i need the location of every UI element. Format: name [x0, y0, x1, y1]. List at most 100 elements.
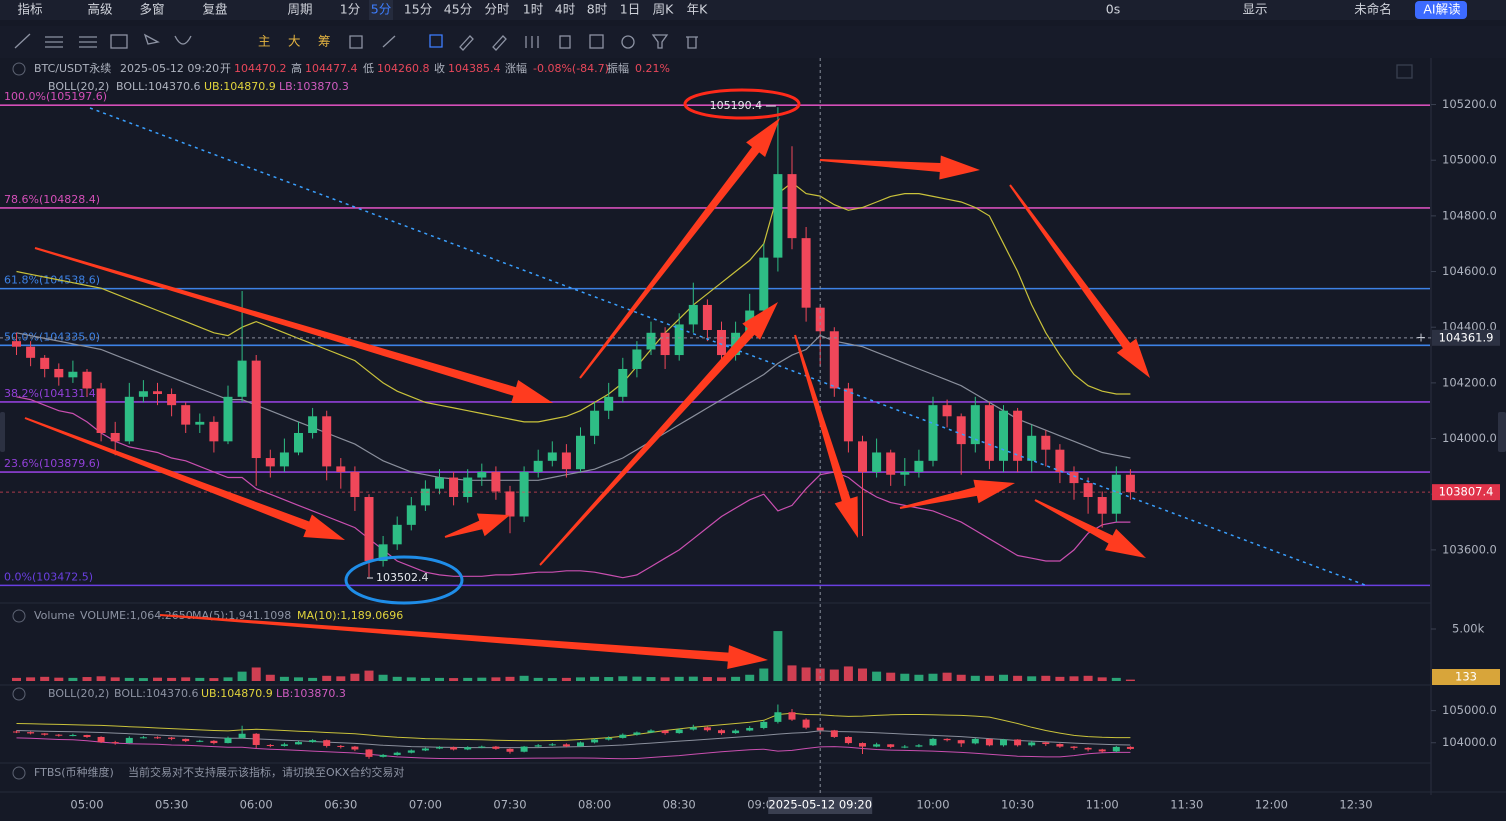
toolbar-item[interactable]: 分时: [484, 2, 510, 17]
boll-line: [16, 181, 1131, 423]
toolbar-item[interactable]: 显示: [1242, 2, 1267, 17]
tool-icons: [14, 33, 1413, 79]
volume-bar: [759, 668, 769, 681]
mini-candle-body: [238, 733, 246, 738]
toolbar-item[interactable]: 15分: [404, 2, 432, 17]
crosshair-price-tag: [1432, 329, 1500, 346]
candle-body: [759, 257, 769, 311]
candle-body: [1013, 410, 1023, 461]
y-tick-label: 104200.0: [1442, 375, 1497, 389]
mini-candle-body: [859, 743, 866, 747]
volume-tick-label: 5.00k: [1452, 622, 1485, 636]
drawing-toolbar: [0, 26, 1506, 58]
annotation-arrow: [159, 614, 768, 669]
volume-bar: [519, 675, 529, 681]
x-tick-label: 11:30: [1170, 798, 1203, 812]
y-tick-label: 104800.0: [1442, 208, 1497, 222]
volume-bar: [1041, 675, 1051, 681]
candle-body: [68, 371, 78, 378]
mini-candle-body: [591, 739, 599, 743]
toolbar-item[interactable]: 周期: [287, 2, 312, 17]
toolbar-item[interactable]: 5分: [371, 2, 391, 17]
volume-bar: [829, 669, 839, 681]
candle-body: [533, 460, 543, 472]
toolbar-item[interactable]: 1时: [523, 2, 544, 17]
ftbs-message: 当前交易对不支持展示该指标，请切换至OKX合约交易对: [128, 765, 404, 779]
last-price-tag: [1432, 484, 1500, 501]
toolbar-item[interactable]: 高级: [87, 2, 113, 17]
volume-bar: [999, 674, 1008, 681]
candle-body: [96, 388, 106, 433]
volume-bar: [110, 677, 120, 681]
mini-candle-body: [760, 721, 768, 728]
toolbar-item[interactable]: 1日: [620, 2, 640, 17]
candle-body: [209, 421, 219, 442]
tool-label[interactable]: 主: [258, 34, 271, 49]
toolbar-item[interactable]: 0s: [1106, 2, 1120, 17]
volume-bar: [773, 631, 783, 681]
mini-candle-body: [548, 744, 556, 746]
tool-label[interactable]: 大: [288, 34, 301, 49]
toolbar-item[interactable]: 1分: [340, 2, 360, 17]
annotation-arrow: [819, 155, 980, 180]
toolbar-item[interactable]: 4时: [555, 2, 576, 17]
annotation-arrow: [539, 302, 778, 566]
toolbar-item[interactable]: 指标: [17, 2, 42, 17]
plot-area: 100.0%(105197.6)78.6%(104828.4)61.8%(104…: [0, 90, 1430, 760]
toolbar-item[interactable]: 复盘: [202, 2, 227, 17]
mini-candle-body: [732, 730, 740, 734]
toolbar-item[interactable]: AI解读: [1423, 2, 1460, 17]
volume-tag: [1432, 669, 1500, 685]
annotation-arrow: [444, 513, 510, 538]
toolbar-item[interactable]: 多窗: [139, 2, 164, 17]
mini-candle-body: [534, 745, 542, 747]
volume-bar: [153, 677, 162, 681]
x-tick-label: 12:00: [1255, 798, 1288, 812]
volume-bar: [336, 676, 346, 681]
candle-body: [590, 410, 600, 436]
candle-body: [265, 458, 275, 467]
toolbar-item[interactable]: 8时: [587, 2, 608, 17]
candle-body: [1027, 435, 1037, 461]
volume-bar: [984, 675, 994, 681]
mini-candle-body: [1056, 744, 1064, 747]
crosshair-time: 2025-05-12 09:20: [768, 798, 872, 812]
toolbar-item[interactable]: 45分: [444, 2, 472, 17]
mini-candle-body: [1000, 739, 1007, 746]
volume-bar: [26, 677, 36, 681]
x-tick-label: 08:30: [663, 798, 696, 812]
candle-body: [491, 471, 501, 492]
toolbar-item[interactable]: 未命名: [1354, 2, 1392, 17]
volume-bar: [435, 677, 444, 681]
header-info: BTC/USDT永续: [34, 61, 111, 75]
x-tick-label: 10:00: [916, 798, 949, 812]
volume-bar: [660, 677, 670, 681]
ftbs-name: FTBS(币种维度): [34, 765, 114, 779]
mini-candle-body: [125, 737, 133, 744]
volume-bar: [223, 677, 233, 681]
candle-body: [294, 432, 303, 453]
candle-body: [308, 416, 318, 433]
mini-candle-body: [210, 740, 218, 744]
volume-bar: [858, 668, 867, 681]
mini-candle-body: [675, 729, 683, 734]
mini-candle-body: [154, 737, 161, 739]
volume-bar: [576, 677, 585, 681]
tool-label[interactable]: 筹: [318, 34, 331, 49]
candle-body: [561, 452, 571, 470]
crosshair-time-tag: [768, 797, 873, 814]
candle-body: [420, 488, 430, 506]
candle-body: [392, 524, 402, 545]
toolbar-item[interactable]: 周K: [653, 2, 675, 17]
volume-bar: [350, 673, 360, 681]
volume-legend: VOLUME:1,064.2650: [80, 609, 193, 622]
x-tick-label: 08:00: [578, 798, 611, 812]
volume-bar: [138, 678, 148, 681]
toolbar-item[interactable]: 年K: [687, 2, 709, 17]
mini-candle-body: [182, 738, 190, 742]
mini-candle-body: [1098, 749, 1106, 752]
annotation-arrow: [34, 247, 553, 403]
volume-bar: [54, 677, 64, 681]
mini-candle-body: [633, 732, 641, 735]
mini-candle-body: [1112, 746, 1120, 752]
